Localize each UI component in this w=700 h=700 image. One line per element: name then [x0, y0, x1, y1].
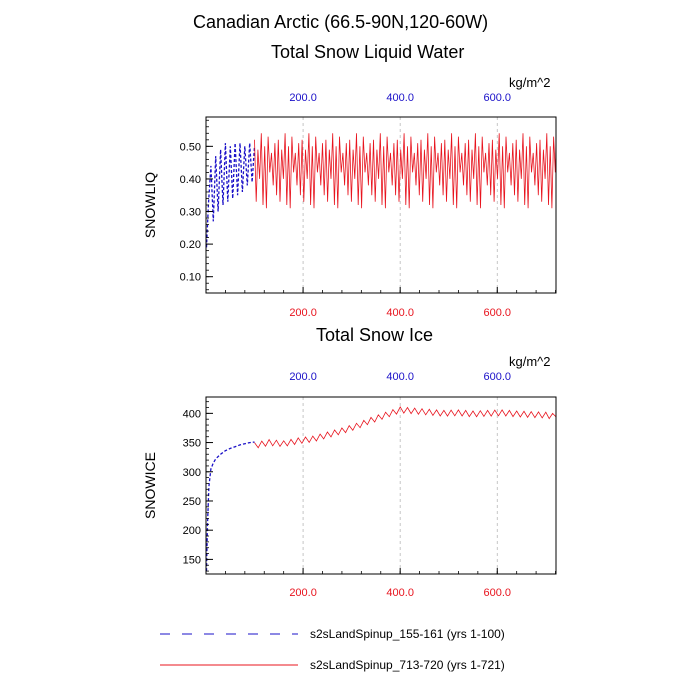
y-tick-label: 250 — [183, 496, 201, 508]
x-tick-label-top: 600.0 — [483, 371, 511, 383]
y-tick-label: 150 — [183, 554, 201, 566]
y-tick-label: 300 — [183, 467, 201, 479]
plot-frame — [205, 116, 557, 294]
legend-label-series-2: s2sLandSpinup_713-720 (yrs 1-721) — [310, 658, 505, 672]
y-axis-label: SNOWLIQ — [142, 172, 158, 238]
panel-1-title: Total Snow Liquid Water — [271, 42, 465, 62]
series-line-1 — [205, 143, 256, 248]
panel-2-units: kg/m^2 — [509, 354, 551, 369]
x-tick-label-top: 400.0 — [386, 92, 414, 104]
x-tick-label-bottom: 400.0 — [386, 587, 414, 599]
y-tick-label: 350 — [183, 438, 201, 450]
y-tick-label: 200 — [183, 525, 201, 537]
panel-2-title: Total Snow Ice — [316, 325, 434, 345]
x-tick-label-bottom: 600.0 — [483, 587, 511, 599]
x-tick-label-bottom: 200.0 — [289, 307, 317, 319]
y-tick-label: 0.40 — [180, 174, 201, 186]
x-tick-label-bottom: 400.0 — [386, 307, 414, 319]
x-tick-label-top: 200.0 — [289, 371, 317, 383]
plot-frame — [205, 396, 557, 575]
series-line-2 — [254, 133, 557, 209]
x-tick-label-top: 400.0 — [386, 371, 414, 383]
x-tick-label-top: 600.0 — [483, 92, 511, 104]
y-axis-label: SNOWICE — [142, 452, 158, 519]
y-tick-label: 400 — [183, 408, 201, 420]
y-tick-label: 0.50 — [180, 141, 201, 153]
legend-label-series-1: s2sLandSpinup_155-161 (yrs 1-100) — [310, 627, 505, 641]
y-tick-label: 0.20 — [180, 239, 201, 251]
panel-1-units: kg/m^2 — [509, 75, 551, 90]
panel-1: 0.10 0.20 0.30 0.40 0.50 200.0 200.0 400.0 400.0… — [142, 92, 557, 319]
y-tick-label: 0.10 — [180, 272, 201, 284]
y-tick-label: 0.30 — [180, 207, 201, 219]
series-line-2 — [254, 406, 557, 449]
panel-2: 150 200 250 300 350 400 200.0 200.0 400.0 400.0 60… — [142, 371, 557, 599]
x-tick-label-bottom: 600.0 — [483, 307, 511, 319]
figure-title: Canadian Arctic (66.5-90N,120-60W) — [193, 12, 489, 32]
x-tick-label-top: 200.0 — [289, 92, 317, 104]
series-line-1 — [205, 441, 255, 572]
x-tick-label-bottom: 200.0 — [289, 587, 317, 599]
